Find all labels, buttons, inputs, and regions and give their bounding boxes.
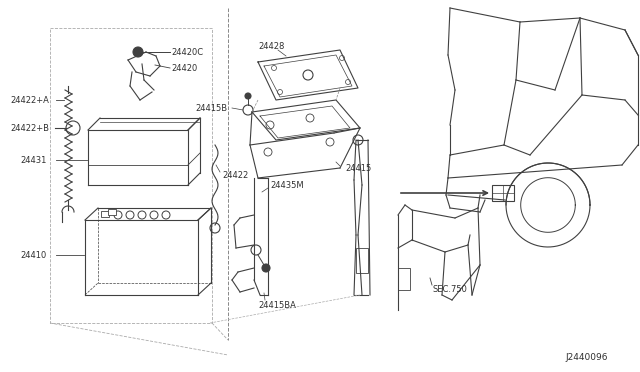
Text: 24415B: 24415B	[196, 103, 228, 112]
Bar	[50, 28, 212, 323]
Text: 24422+A: 24422+A	[10, 96, 49, 105]
Text: 24422: 24422	[222, 170, 248, 180]
Text: 24431: 24431	[20, 155, 46, 164]
Bar	[108, 209, 116, 215]
Circle shape	[133, 47, 143, 57]
Text: 24415: 24415	[345, 164, 371, 173]
Text: 24420C: 24420C	[171, 48, 203, 57]
Circle shape	[245, 93, 251, 99]
Bar	[101, 211, 109, 217]
Text: J2440096: J2440096	[565, 353, 607, 362]
Text: 24422+B: 24422+B	[10, 124, 49, 132]
Bar	[356, 248, 368, 273]
Text: 24410: 24410	[20, 250, 46, 260]
Text: SEC.750: SEC.750	[433, 285, 468, 295]
Circle shape	[262, 264, 270, 272]
Text: 24415BA: 24415BA	[258, 301, 296, 310]
Text: 24435M: 24435M	[270, 180, 303, 189]
Bar	[492, 185, 514, 201]
Text: 24428: 24428	[258, 42, 284, 51]
Text: 24420: 24420	[171, 64, 197, 73]
Bar	[398, 268, 410, 290]
